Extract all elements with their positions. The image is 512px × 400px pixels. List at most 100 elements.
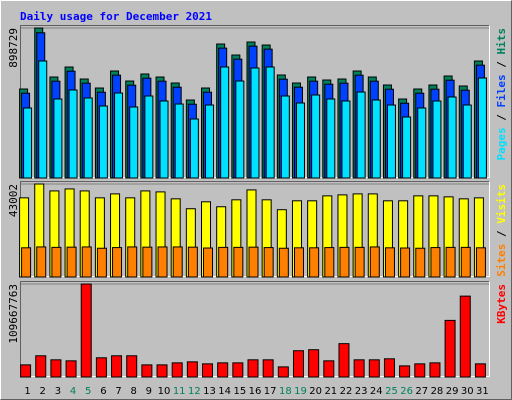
- legend-separator: /: [495, 224, 508, 244]
- bar: [68, 89, 78, 179]
- bar: [368, 359, 380, 378]
- x-tick-label: 18: [279, 386, 292, 397]
- bar: [474, 363, 486, 378]
- bar: [187, 246, 198, 278]
- x-tick-label: 11: [173, 386, 186, 397]
- bar: [369, 246, 380, 278]
- bar: [445, 246, 456, 278]
- bar: [277, 366, 289, 378]
- legend: Sites / Visits: [495, 184, 508, 277]
- bar: [81, 246, 92, 278]
- bar: [80, 283, 92, 378]
- bar: [126, 355, 138, 378]
- bar: [51, 246, 62, 278]
- x-tick-label: 5: [85, 386, 91, 397]
- bar: [202, 363, 214, 378]
- chart-title: Daily usage for December 2021: [20, 10, 212, 23]
- bar: [98, 105, 108, 179]
- bar: [309, 247, 320, 278]
- bar: [383, 358, 395, 378]
- bar: [371, 99, 381, 179]
- bar: [172, 246, 183, 278]
- bar: [399, 365, 411, 378]
- bar: [447, 96, 457, 179]
- x-tick-label: 29: [446, 386, 459, 397]
- x-tick-label: 19: [294, 386, 307, 397]
- y-max-label: 109667763: [7, 284, 20, 344]
- panel-edge-dark: [20, 281, 490, 377]
- x-tick-label: 21: [324, 386, 337, 397]
- bar: [430, 247, 441, 278]
- x-tick-label: 26: [400, 386, 413, 397]
- legend-separator: /: [495, 108, 508, 128]
- x-tick-label: 3: [55, 386, 61, 397]
- bar: [157, 246, 168, 278]
- legend: KBytes: [495, 284, 508, 324]
- bar: [292, 350, 304, 378]
- bar: [414, 363, 426, 378]
- x-tick-label: 20: [309, 386, 322, 397]
- x-tick-label: 13: [203, 386, 216, 397]
- x-tick-label: 7: [115, 386, 121, 397]
- bar: [36, 246, 47, 278]
- x-tick-label: 14: [218, 386, 231, 397]
- bar: [417, 107, 427, 179]
- bar: [247, 359, 259, 378]
- legend-entry: Files: [495, 74, 508, 107]
- legend-entry: Visits: [495, 184, 508, 224]
- bar: [141, 364, 153, 378]
- x-tick-label: 2: [40, 386, 46, 397]
- legend: Pages / Files / Hits: [495, 28, 508, 161]
- bar: [203, 247, 214, 278]
- bar: [477, 77, 487, 179]
- bar: [384, 247, 395, 278]
- bar: [262, 359, 274, 378]
- legend-entry: Sites: [495, 244, 508, 277]
- x-tick-label: 12: [188, 386, 201, 397]
- bar: [341, 100, 351, 179]
- x-tick-label: 9: [146, 386, 152, 397]
- bar: [356, 91, 366, 179]
- x-tick-label: 16: [249, 386, 262, 397]
- bar: [311, 94, 321, 179]
- bar: [354, 246, 365, 278]
- bar: [217, 362, 229, 378]
- bar: [129, 106, 139, 179]
- x-tick-label: 8: [131, 386, 137, 397]
- x-tick-label: 24: [370, 386, 383, 397]
- legend-separator: /: [495, 55, 508, 75]
- bar: [171, 362, 183, 378]
- bar: [35, 355, 47, 378]
- bar: [293, 247, 304, 278]
- x-tick-label: 31: [476, 386, 489, 397]
- bar: [220, 66, 230, 179]
- x-tick-label: 1: [24, 386, 30, 397]
- bar: [402, 116, 412, 179]
- bar: [444, 319, 456, 378]
- bar: [295, 102, 305, 179]
- bar: [338, 343, 350, 378]
- x-tick-label: 10: [158, 386, 171, 397]
- bar: [429, 362, 441, 378]
- bar: [265, 66, 275, 179]
- bar: [38, 60, 48, 179]
- x-tick-label: 28: [431, 386, 444, 397]
- y-max-label: 43002: [7, 184, 20, 217]
- bar: [339, 246, 350, 278]
- bar: [263, 247, 274, 278]
- bar: [232, 362, 244, 378]
- bar: [20, 364, 32, 378]
- x-tick-label: 23: [355, 386, 368, 397]
- x-tick-label: 27: [415, 386, 428, 397]
- x-tick-label: 4: [70, 386, 76, 397]
- bar: [144, 95, 154, 179]
- bar: [142, 246, 153, 278]
- bar: [308, 349, 320, 378]
- bar: [280, 95, 290, 179]
- bar: [218, 246, 229, 278]
- bar: [248, 246, 259, 278]
- bar: [460, 246, 471, 278]
- bar: [114, 92, 124, 179]
- bar: [353, 359, 365, 378]
